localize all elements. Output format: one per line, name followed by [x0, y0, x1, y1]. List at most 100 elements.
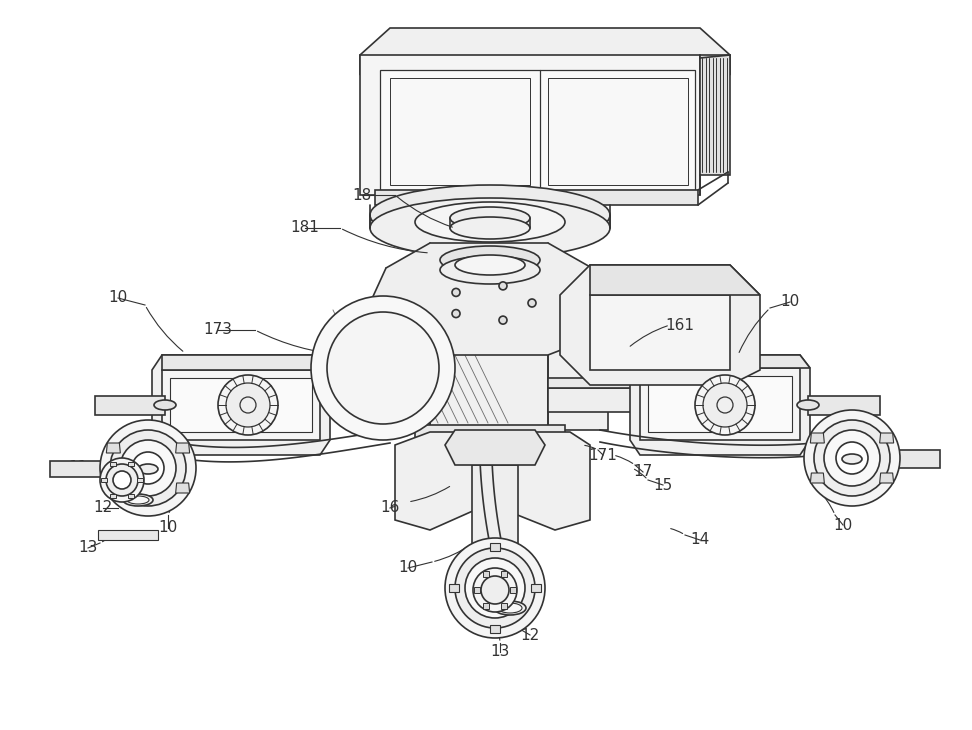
Polygon shape — [501, 602, 507, 609]
Circle shape — [499, 316, 507, 324]
Ellipse shape — [455, 255, 525, 275]
Polygon shape — [106, 443, 121, 453]
Polygon shape — [501, 572, 507, 577]
Circle shape — [465, 558, 525, 618]
Circle shape — [477, 570, 513, 606]
Circle shape — [473, 568, 517, 612]
Text: 10: 10 — [158, 520, 178, 536]
Polygon shape — [483, 572, 489, 577]
Polygon shape — [483, 602, 489, 609]
Polygon shape — [165, 388, 425, 412]
Text: 173: 173 — [203, 323, 232, 337]
Ellipse shape — [127, 496, 149, 504]
Circle shape — [100, 458, 144, 502]
Circle shape — [120, 440, 176, 496]
Polygon shape — [640, 368, 800, 440]
Text: 161: 161 — [666, 318, 695, 332]
Circle shape — [218, 375, 278, 435]
Polygon shape — [375, 190, 698, 205]
Circle shape — [455, 548, 535, 628]
Polygon shape — [548, 388, 800, 412]
Text: 12: 12 — [93, 501, 113, 515]
Polygon shape — [360, 28, 730, 75]
Polygon shape — [445, 430, 545, 465]
Polygon shape — [128, 462, 134, 466]
Circle shape — [814, 420, 890, 496]
Text: 10: 10 — [833, 518, 852, 532]
Polygon shape — [531, 584, 541, 592]
Polygon shape — [490, 625, 500, 633]
Polygon shape — [370, 243, 608, 355]
Circle shape — [836, 442, 868, 474]
Circle shape — [452, 310, 460, 318]
Text: 11: 11 — [68, 461, 87, 475]
Polygon shape — [128, 493, 134, 498]
Circle shape — [695, 375, 755, 435]
Polygon shape — [510, 587, 516, 593]
Polygon shape — [880, 433, 893, 443]
Polygon shape — [395, 432, 480, 530]
Polygon shape — [110, 462, 116, 466]
Polygon shape — [176, 443, 190, 453]
Polygon shape — [170, 378, 312, 432]
Ellipse shape — [415, 202, 565, 242]
Polygon shape — [590, 295, 730, 370]
Text: 18: 18 — [353, 188, 371, 202]
Polygon shape — [548, 378, 800, 388]
Text: 181: 181 — [291, 220, 320, 236]
Ellipse shape — [370, 198, 610, 258]
Polygon shape — [176, 483, 190, 493]
Circle shape — [106, 464, 138, 496]
Polygon shape — [162, 370, 320, 440]
Polygon shape — [648, 376, 792, 432]
Text: 12: 12 — [520, 628, 539, 642]
Circle shape — [499, 282, 507, 290]
Circle shape — [804, 410, 900, 506]
Circle shape — [110, 430, 186, 506]
Text: 16: 16 — [380, 501, 399, 515]
Polygon shape — [98, 530, 158, 540]
Circle shape — [703, 383, 747, 427]
Polygon shape — [811, 433, 824, 443]
Polygon shape — [808, 396, 880, 415]
Circle shape — [452, 288, 460, 296]
Polygon shape — [380, 70, 695, 190]
Text: 171: 171 — [589, 447, 617, 463]
Polygon shape — [852, 450, 940, 468]
Polygon shape — [590, 265, 760, 295]
Ellipse shape — [154, 400, 176, 410]
Text: 17: 17 — [634, 464, 652, 480]
Polygon shape — [360, 55, 700, 195]
Polygon shape — [162, 355, 330, 370]
Circle shape — [717, 397, 733, 413]
Circle shape — [240, 397, 256, 413]
Polygon shape — [449, 584, 459, 592]
Circle shape — [132, 452, 164, 484]
Circle shape — [481, 576, 509, 604]
Polygon shape — [700, 55, 730, 175]
Ellipse shape — [440, 256, 540, 284]
Ellipse shape — [370, 185, 610, 245]
Ellipse shape — [494, 601, 526, 615]
Text: 10: 10 — [108, 291, 127, 305]
Ellipse shape — [123, 494, 153, 506]
Polygon shape — [165, 378, 425, 388]
Ellipse shape — [138, 464, 158, 474]
Circle shape — [113, 471, 131, 489]
Circle shape — [824, 430, 880, 486]
Polygon shape — [50, 461, 148, 477]
Polygon shape — [472, 465, 518, 555]
Circle shape — [100, 420, 196, 516]
Polygon shape — [500, 432, 590, 530]
Polygon shape — [390, 78, 530, 185]
Text: 13: 13 — [490, 645, 509, 659]
Polygon shape — [415, 425, 565, 445]
Polygon shape — [880, 473, 893, 483]
Ellipse shape — [498, 603, 522, 613]
Polygon shape — [110, 493, 116, 498]
Polygon shape — [811, 473, 824, 483]
Polygon shape — [106, 483, 121, 493]
Text: 15: 15 — [653, 477, 673, 493]
Polygon shape — [630, 355, 810, 455]
Text: 10: 10 — [399, 561, 418, 575]
